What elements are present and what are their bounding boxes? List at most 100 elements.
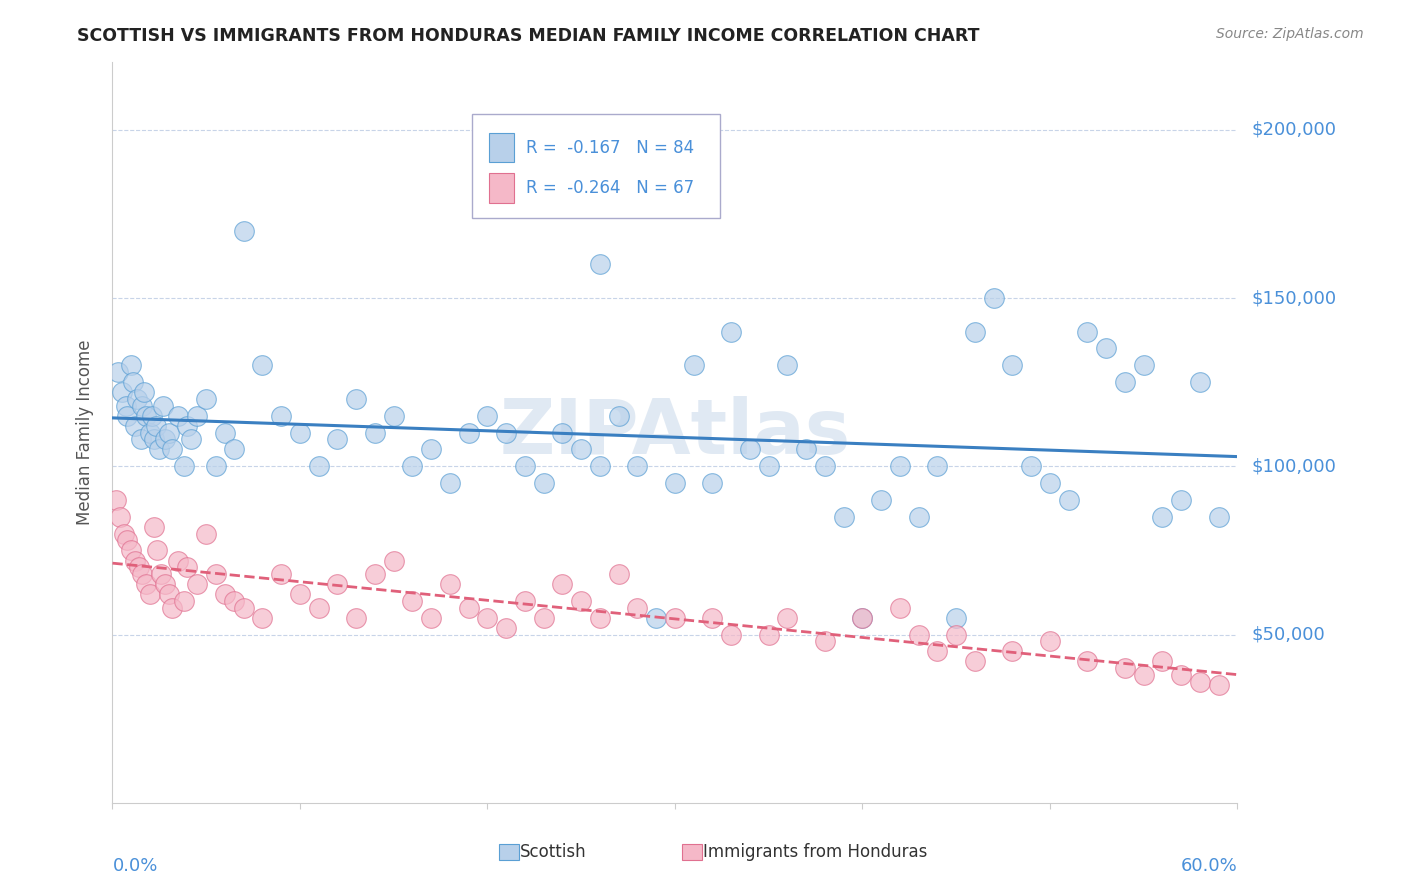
Point	[288, 425, 311, 440]
Point	[589, 257, 612, 271]
Point	[108, 509, 131, 524]
Point	[477, 409, 499, 423]
Point	[124, 418, 146, 433]
Point	[152, 399, 174, 413]
Point	[945, 627, 967, 641]
Point	[134, 385, 156, 400]
Point	[142, 520, 165, 534]
Point	[120, 359, 142, 373]
Text: R =  -0.264   N = 67: R = -0.264 N = 67	[526, 179, 695, 197]
Point	[1076, 325, 1098, 339]
Point	[308, 459, 330, 474]
Point	[457, 600, 479, 615]
Text: 0.0%: 0.0%	[112, 856, 157, 875]
Text: Scottish: Scottish	[520, 843, 586, 861]
Point	[364, 425, 387, 440]
Point	[1001, 359, 1024, 373]
Point	[124, 553, 146, 567]
Point	[927, 459, 949, 474]
Point	[439, 476, 461, 491]
Point	[252, 359, 274, 373]
Bar	[489, 133, 515, 162]
Point	[401, 594, 423, 608]
Point	[224, 442, 246, 457]
Point	[148, 442, 170, 457]
Text: $200,000: $200,000	[1251, 120, 1336, 139]
Point	[204, 459, 226, 474]
Point	[157, 587, 180, 601]
Text: $100,000: $100,000	[1251, 458, 1336, 475]
Point	[382, 553, 405, 567]
Point	[135, 409, 157, 423]
Point	[457, 425, 479, 440]
Point	[607, 566, 630, 581]
Point	[139, 425, 162, 440]
Point	[153, 433, 176, 447]
Point	[111, 385, 134, 400]
Point	[533, 476, 555, 491]
Point	[963, 655, 986, 669]
Point	[1170, 492, 1192, 507]
Point	[117, 409, 139, 423]
Point	[344, 392, 367, 406]
Point	[204, 566, 226, 581]
Point	[533, 610, 555, 624]
Point	[308, 600, 330, 615]
Point	[889, 600, 911, 615]
Point	[963, 325, 986, 339]
Point	[153, 577, 176, 591]
Point	[776, 610, 799, 624]
Point	[870, 492, 893, 507]
Point	[120, 543, 142, 558]
Point	[495, 621, 517, 635]
Point	[794, 442, 817, 457]
Point	[382, 409, 405, 423]
Point	[135, 577, 157, 591]
Point	[162, 600, 184, 615]
Point	[1188, 375, 1211, 389]
Point	[851, 610, 873, 624]
Point	[664, 610, 686, 624]
Point	[122, 375, 145, 389]
Point	[1039, 634, 1062, 648]
Point	[326, 577, 349, 591]
Point	[758, 459, 780, 474]
Point	[851, 610, 873, 624]
Point	[927, 644, 949, 658]
Point	[702, 610, 724, 624]
Point	[589, 459, 612, 474]
Point	[232, 224, 254, 238]
Point	[1114, 661, 1136, 675]
Text: SCOTTISH VS IMMIGRANTS FROM HONDURAS MEDIAN FAMILY INCOME CORRELATION CHART: SCOTTISH VS IMMIGRANTS FROM HONDURAS MED…	[77, 27, 980, 45]
Point	[513, 594, 536, 608]
Point	[214, 425, 236, 440]
Point	[129, 433, 152, 447]
Point	[1001, 644, 1024, 658]
Point	[224, 594, 246, 608]
Point	[1170, 668, 1192, 682]
Text: $150,000: $150,000	[1251, 289, 1336, 307]
Point	[364, 566, 387, 581]
Point	[173, 594, 195, 608]
Point	[173, 459, 195, 474]
Point	[131, 399, 153, 413]
Point	[114, 399, 136, 413]
Point	[513, 459, 536, 474]
Point	[1132, 668, 1154, 682]
Text: 60.0%: 60.0%	[1181, 856, 1237, 875]
Point	[420, 442, 443, 457]
Point	[195, 392, 218, 406]
Point	[157, 425, 180, 440]
Point	[107, 365, 129, 379]
Point	[889, 459, 911, 474]
Point	[270, 409, 292, 423]
Point	[983, 291, 1005, 305]
Point	[145, 418, 167, 433]
Point	[439, 577, 461, 591]
Point	[589, 610, 612, 624]
Point	[1095, 342, 1118, 356]
FancyBboxPatch shape	[472, 114, 720, 218]
Point	[105, 492, 128, 507]
Point	[832, 509, 855, 524]
Point	[720, 325, 742, 339]
